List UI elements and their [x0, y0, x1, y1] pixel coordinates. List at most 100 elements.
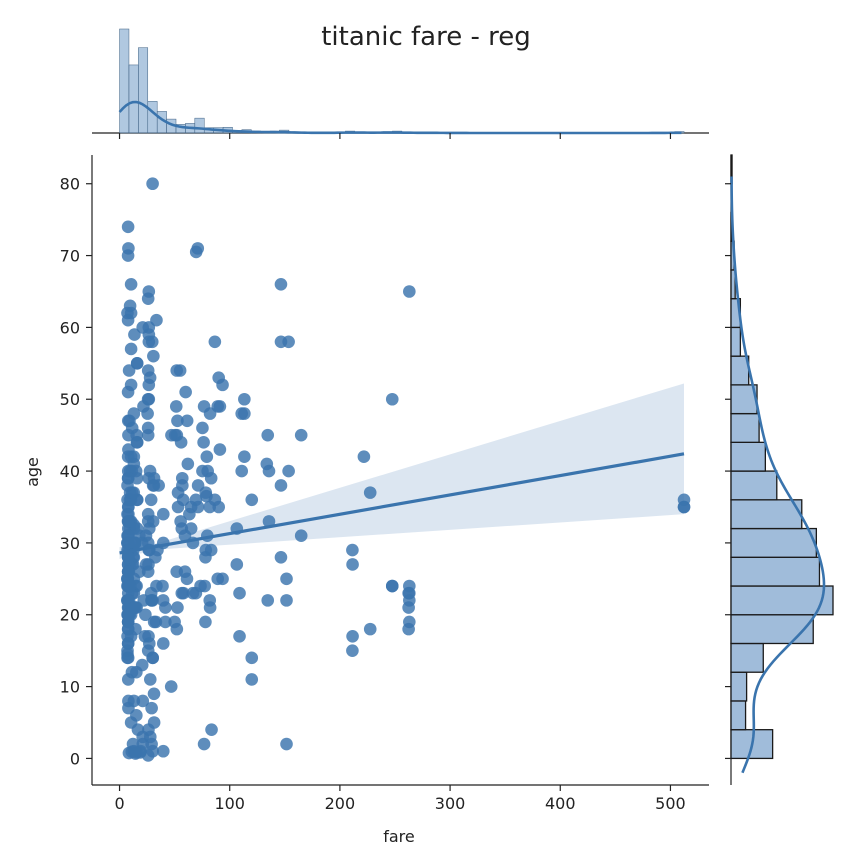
data-point — [139, 608, 152, 622]
data-point — [261, 594, 275, 607]
axes: 0 100 200 300 400 500 0 10 20 30 40 50 60 70 80 — [60, 133, 731, 813]
x-tick-label: 300 — [435, 794, 466, 813]
data-point — [145, 335, 159, 349]
y-tick-label: 20 — [60, 606, 80, 625]
data-point — [403, 586, 416, 600]
data-point — [212, 500, 226, 514]
age-histogram-bar — [730, 499, 803, 530]
data-point — [205, 723, 218, 736]
data-point — [346, 644, 359, 657]
data-point — [200, 450, 214, 464]
data-point — [197, 436, 210, 449]
data-point — [127, 694, 141, 708]
data-point — [191, 500, 205, 514]
data-point — [346, 629, 359, 643]
data-point — [156, 579, 169, 593]
age-histogram-bar — [730, 642, 764, 673]
data-point — [121, 637, 135, 650]
data-point — [156, 507, 170, 521]
fare-histogram-bar — [194, 117, 205, 134]
data-point — [213, 443, 227, 456]
age-histogram-bar — [730, 556, 821, 587]
data-point — [138, 629, 152, 643]
data-point — [145, 701, 158, 715]
data-point — [177, 586, 190, 600]
data-point — [178, 565, 192, 578]
data-point — [146, 594, 159, 607]
data-point — [149, 615, 163, 629]
data-point — [199, 486, 213, 499]
data-point — [135, 658, 149, 672]
data-point — [141, 421, 155, 435]
regression-line — [119, 452, 685, 555]
data-point — [159, 615, 172, 629]
x-tick-label: 200 — [325, 794, 356, 813]
data-point — [150, 313, 163, 327]
data-point — [136, 694, 150, 708]
data-point — [130, 357, 144, 370]
x-tick-label: 500 — [655, 794, 686, 813]
data-point — [385, 579, 399, 593]
data-point — [402, 622, 415, 636]
data-point — [216, 378, 229, 392]
y-tick-label: 50 — [60, 390, 80, 409]
data-point — [168, 428, 182, 442]
y-tick-label: 40 — [60, 462, 80, 481]
data-point — [130, 522, 144, 535]
data-point — [183, 507, 196, 521]
data-point — [130, 471, 144, 485]
data-point — [280, 572, 293, 586]
data-point — [357, 450, 371, 464]
x-tick-label: 400 — [545, 794, 576, 813]
data-point — [245, 673, 259, 686]
data-point — [274, 550, 288, 564]
data-point — [141, 364, 155, 377]
data-point — [126, 737, 140, 751]
x-tick-label: 100 — [214, 794, 245, 813]
age-histogram-bar — [730, 326, 742, 357]
data-point — [203, 594, 217, 607]
data-point — [189, 586, 203, 600]
data-point — [123, 299, 137, 313]
data-point — [142, 558, 155, 571]
data-point — [127, 486, 141, 499]
age-histogram-bar — [730, 700, 747, 731]
age-histogram-bar — [730, 470, 778, 501]
data-point — [168, 615, 181, 629]
data-point — [141, 515, 155, 528]
data-point — [199, 550, 212, 564]
y-tick-label: 10 — [60, 678, 80, 697]
y-tick-label: 80 — [60, 175, 80, 194]
data-point — [156, 744, 170, 758]
data-point — [156, 594, 170, 607]
data-point — [230, 558, 244, 571]
data-point — [261, 428, 275, 442]
data-point — [122, 364, 136, 377]
data-point — [181, 457, 195, 471]
data-point — [280, 737, 293, 751]
y-tick-label: 70 — [60, 247, 80, 266]
fare-kde-curve — [118, 100, 682, 135]
data-point — [124, 278, 138, 291]
data-point — [121, 249, 135, 262]
data-point — [169, 400, 183, 413]
data-point — [677, 500, 691, 514]
data-point — [199, 615, 212, 629]
data-point — [130, 709, 143, 722]
data-point — [274, 479, 288, 492]
right-marginal-histogram — [730, 154, 834, 785]
data-point — [262, 515, 276, 528]
age-histogram-bar — [730, 527, 817, 558]
age-kde-curve — [730, 176, 826, 774]
data-point — [124, 378, 138, 392]
data-point — [143, 673, 157, 686]
age-histogram-bar — [730, 412, 760, 443]
data-point — [274, 335, 288, 349]
scatter-plot-area — [119, 177, 691, 762]
data-point — [179, 385, 192, 399]
data-point — [122, 428, 135, 442]
data-point — [363, 486, 377, 499]
data-point — [137, 594, 151, 607]
fare-histogram-bar — [138, 47, 149, 134]
fare-histogram-bar — [128, 64, 139, 134]
